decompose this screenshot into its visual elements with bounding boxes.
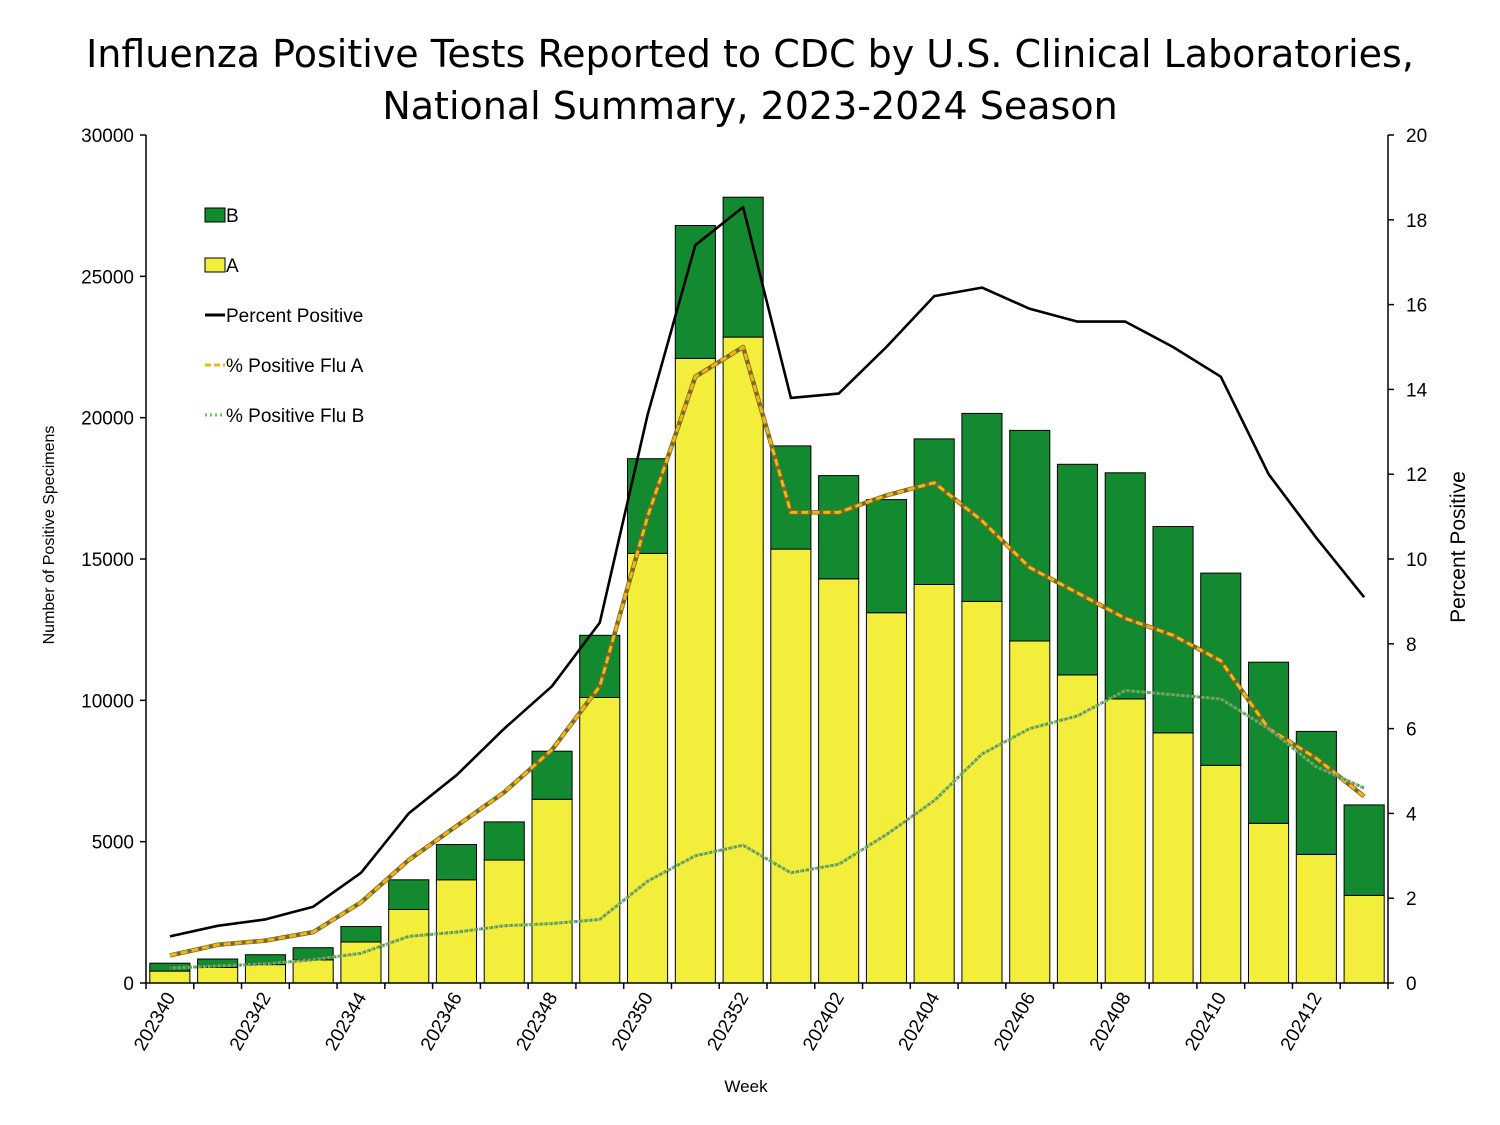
- bar-b-202344: [340, 926, 382, 943]
- y-left-tick-label: 10000: [81, 691, 134, 712]
- bar-a-202401: [770, 548, 812, 984]
- bar-b-202407: [1056, 463, 1099, 676]
- bar-b-202408: [1104, 472, 1146, 700]
- bar-b-202352: [722, 196, 764, 338]
- y-axis-left-title: Number of Positive Specimens: [41, 426, 58, 645]
- x-tick-label: 202348: [512, 989, 562, 1054]
- chart-title: Influenza Positive Tests Reported to CDC…: [0, 28, 1500, 132]
- x-tick-label: 202344: [321, 989, 371, 1055]
- x-tick-label: 202352: [704, 989, 754, 1054]
- bar-a-202413: [1343, 894, 1385, 984]
- y-axis-right-title: Percent Positive: [1447, 471, 1470, 623]
- legend-label-positive-flu-a: % Positive Flu A: [226, 356, 364, 377]
- legend-label-a: A: [226, 256, 239, 277]
- chart-title-line1: Influenza Positive Tests Reported to CDC…: [86, 32, 1414, 76]
- bar-a-202341: [197, 967, 239, 984]
- legend-label-positive-flu-b: % Positive Flu B: [226, 406, 364, 427]
- x-tick-label: 202410: [1181, 989, 1231, 1054]
- bar-a-202409: [1152, 732, 1194, 984]
- bar-a-202352: [722, 336, 764, 984]
- y-right-tick-label: 6: [1406, 720, 1417, 741]
- x-tick-label: 202350: [608, 989, 658, 1054]
- y-right-tick-label: 2: [1406, 889, 1417, 910]
- bar-b-202411: [1248, 661, 1290, 824]
- y-right-tick-label: 4: [1406, 804, 1417, 825]
- line-positive-flu-a: [169, 345, 1366, 957]
- bar-a-202405: [961, 600, 1003, 984]
- y-right-tick-label: 20: [1406, 126, 1427, 147]
- y-right-tick-label: 10: [1406, 550, 1427, 571]
- bar-b-202343: [292, 947, 334, 961]
- bar-a-202340: [149, 970, 191, 984]
- bar-a-202347: [483, 859, 525, 984]
- x-tick-label: 202408: [1086, 989, 1136, 1054]
- bar-b-202404: [913, 438, 955, 585]
- bar-a-202403: [865, 612, 908, 984]
- bar-b-202348: [531, 750, 573, 800]
- y-left-tick-label: 25000: [81, 267, 134, 288]
- bar-b-202346: [435, 844, 477, 881]
- bar-b-202406: [1009, 429, 1051, 642]
- y-right-tick-label: 18: [1406, 211, 1427, 232]
- bar-b-202345: [388, 879, 430, 910]
- y-left-tick-label: 5000: [92, 833, 134, 854]
- legend-label-b: B: [226, 206, 239, 227]
- line-percent-positive: [169, 205, 1366, 938]
- bar-a-202343: [292, 959, 334, 984]
- bar-a-202406: [1009, 640, 1051, 984]
- chart-title-line2: National Summary, 2023-2024 Season: [382, 84, 1118, 128]
- x-tick-label: 202404: [895, 989, 945, 1055]
- legend-label-percent-positive: Percent Positive: [226, 306, 363, 327]
- x-tick-label: 202402: [799, 989, 849, 1054]
- y-right-tick-label: 16: [1406, 296, 1427, 317]
- bar-a-202404: [913, 583, 955, 984]
- bar-a-202402: [818, 578, 860, 984]
- y-right-tick-label: 12: [1406, 465, 1427, 486]
- x-tick-label: 202406: [990, 989, 1040, 1054]
- bar-a-202411: [1248, 822, 1290, 984]
- bar-a-202412: [1295, 853, 1337, 984]
- bar-a-202351: [674, 357, 716, 984]
- x-tick-label: 202346: [417, 989, 467, 1054]
- bar-a-202408: [1104, 698, 1146, 984]
- bar-b-202341: [197, 958, 239, 968]
- y-right-tick-label: 8: [1406, 635, 1417, 656]
- legend-swatch-b: [204, 207, 226, 223]
- y-left-tick-label: 15000: [81, 550, 134, 571]
- x-tick-label: 202342: [226, 989, 276, 1054]
- bar-a-202348: [531, 798, 573, 984]
- bar-b-202413: [1343, 804, 1385, 896]
- y-right-tick-label: 14: [1406, 380, 1428, 401]
- bar-a-202345: [388, 909, 430, 984]
- bar-a-202349: [579, 697, 621, 984]
- y-left-tick-label: 20000: [81, 409, 134, 430]
- bar-a-202410: [1200, 764, 1242, 984]
- bar-b-202402: [818, 475, 860, 580]
- x-axis-title: Week: [724, 1077, 768, 1096]
- bar-b-202403: [865, 499, 908, 614]
- line-positive-flu-b-outline: [169, 688, 1365, 970]
- y-left-tick-label: 0: [123, 974, 134, 995]
- x-tick-label: 202412: [1277, 989, 1327, 1054]
- x-tick-label: 202340: [130, 989, 180, 1054]
- legend-swatch-a: [204, 257, 226, 273]
- bar-a-202407: [1056, 674, 1099, 984]
- y-left-tick-label: 30000: [81, 126, 134, 147]
- bar-a-202342: [244, 964, 286, 984]
- bar-a-202350: [627, 552, 669, 984]
- bar-b-202410: [1200, 572, 1242, 766]
- bar-b-202347: [483, 821, 525, 861]
- y-right-tick-label: 0: [1406, 974, 1417, 995]
